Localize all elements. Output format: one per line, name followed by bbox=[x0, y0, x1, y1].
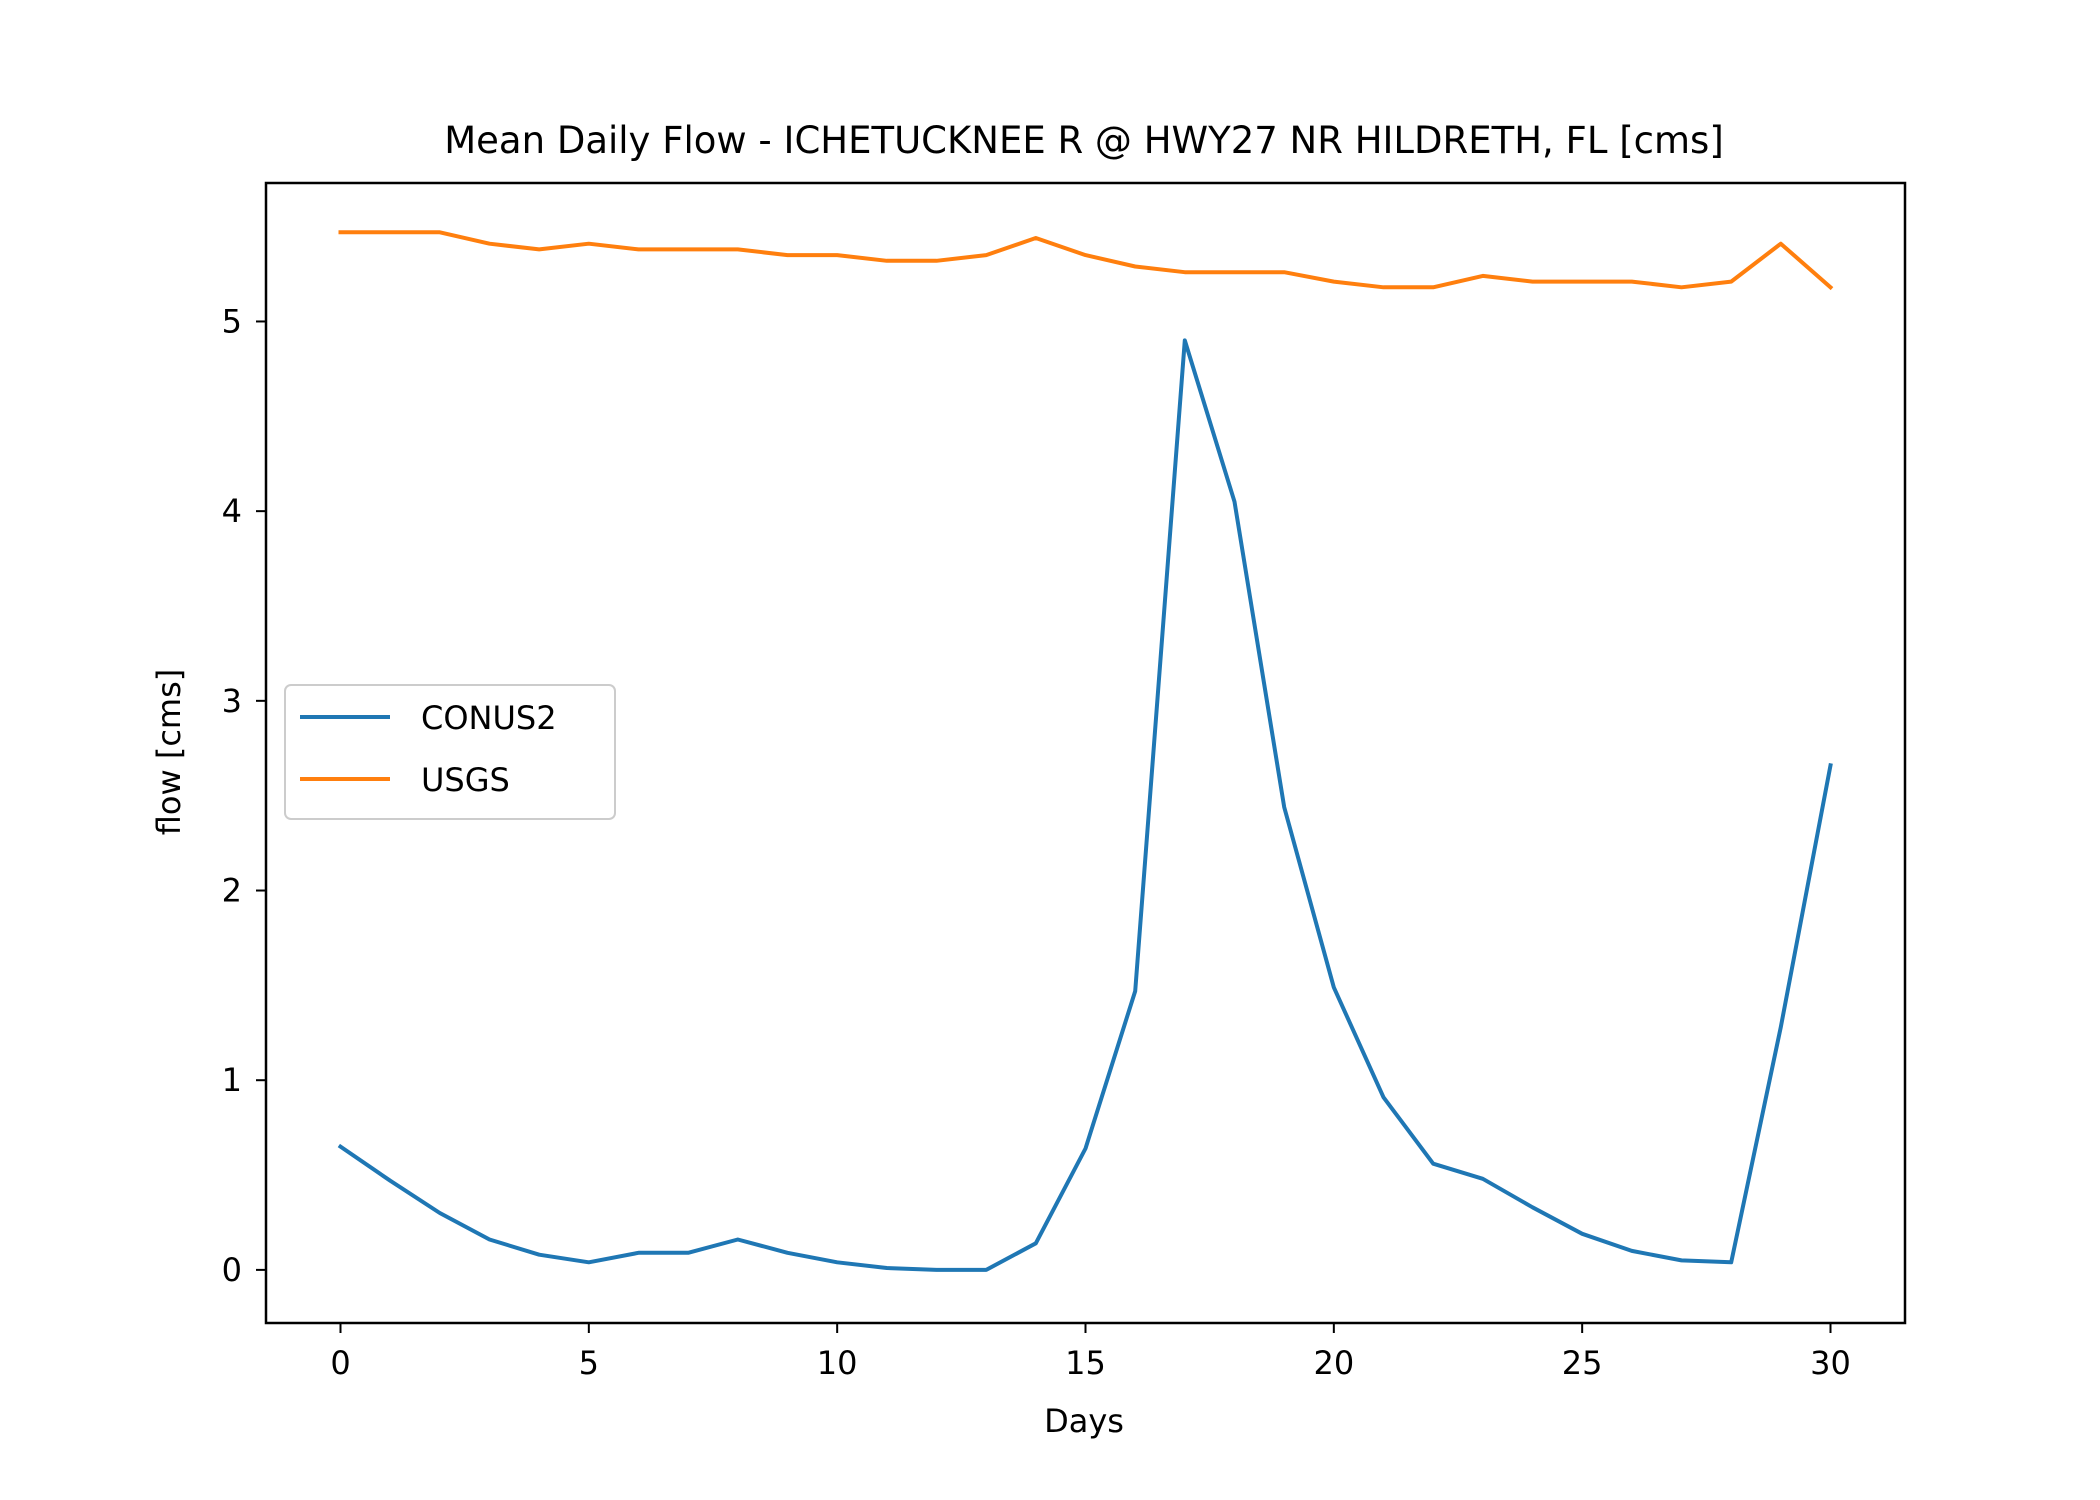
data-point-conus2 bbox=[1182, 338, 1187, 343]
data-point-conus2 bbox=[1679, 1258, 1684, 1263]
data-point-conus2 bbox=[1381, 1095, 1386, 1100]
data-point-conus2 bbox=[1828, 763, 1833, 768]
data-point-conus2 bbox=[835, 1260, 840, 1265]
x-tick-label: 5 bbox=[579, 1344, 599, 1382]
data-point-conus2 bbox=[338, 1144, 343, 1149]
y-axis-label: flow [cms] bbox=[150, 669, 188, 835]
data-point-conus2 bbox=[1580, 1231, 1585, 1236]
data-point-conus2 bbox=[636, 1250, 641, 1255]
data-point-usgs bbox=[884, 258, 889, 263]
data-point-conus2 bbox=[934, 1267, 939, 1272]
x-axis-label: Days bbox=[1044, 1402, 1124, 1440]
series-line-usgs bbox=[338, 230, 1834, 291]
data-point-usgs bbox=[735, 247, 740, 252]
data-point-usgs bbox=[1133, 264, 1138, 269]
data-point-usgs bbox=[1778, 241, 1783, 246]
data-point-conus2 bbox=[1282, 805, 1287, 810]
y-tick-label: 3 bbox=[222, 682, 242, 720]
legend-label-usgs: USGS bbox=[421, 761, 510, 799]
data-point-usgs bbox=[1530, 279, 1535, 284]
data-point-conus2 bbox=[1232, 499, 1237, 504]
data-point-conus2 bbox=[1033, 1241, 1038, 1246]
legend: CONUS2 USGS bbox=[284, 684, 616, 820]
data-point-usgs bbox=[984, 253, 989, 258]
x-tick-label: 15 bbox=[1065, 1344, 1106, 1382]
data-point-conus2 bbox=[1480, 1176, 1485, 1181]
data-point-usgs bbox=[586, 241, 591, 246]
data-point-conus2 bbox=[537, 1252, 542, 1257]
data-point-conus2 bbox=[735, 1237, 740, 1242]
y-tick-label: 5 bbox=[222, 302, 242, 340]
chart-title: Mean Daily Flow - ICHETUCKNEE R @ HWY27 … bbox=[444, 119, 1724, 162]
data-point-conus2 bbox=[1629, 1248, 1634, 1253]
data-point-conus2 bbox=[586, 1260, 591, 1265]
data-point-conus2 bbox=[1729, 1260, 1734, 1265]
data-point-usgs bbox=[785, 253, 790, 258]
data-point-usgs bbox=[1679, 285, 1684, 290]
data-point-usgs bbox=[1083, 253, 1088, 258]
data-point-conus2 bbox=[487, 1237, 492, 1242]
data-point-conus2 bbox=[437, 1211, 442, 1216]
data-point-usgs bbox=[1282, 270, 1287, 275]
x-tick-label: 0 bbox=[330, 1344, 350, 1382]
data-point-usgs bbox=[437, 230, 442, 235]
x-tick-label: 25 bbox=[1562, 1344, 1603, 1382]
y-tick-label: 4 bbox=[222, 492, 242, 530]
x-tick-label: 30 bbox=[1810, 1344, 1851, 1382]
data-point-usgs bbox=[1182, 270, 1187, 275]
data-point-usgs bbox=[1580, 279, 1585, 284]
data-point-usgs bbox=[388, 230, 393, 235]
data-point-conus2 bbox=[984, 1267, 989, 1272]
data-point-usgs bbox=[1629, 279, 1634, 284]
data-point-usgs bbox=[1480, 273, 1485, 278]
data-point-usgs bbox=[1828, 285, 1833, 290]
data-point-usgs bbox=[835, 253, 840, 258]
data-point-usgs bbox=[636, 247, 641, 252]
data-point-conus2 bbox=[785, 1250, 790, 1255]
y-tick-label: 2 bbox=[222, 872, 242, 910]
series-line-conus2 bbox=[337, 338, 1833, 1272]
data-point-usgs bbox=[934, 258, 939, 263]
x-tick-label: 10 bbox=[817, 1344, 858, 1382]
data-point-usgs bbox=[1232, 270, 1237, 275]
data-point-usgs bbox=[1331, 279, 1336, 284]
data-point-conus2 bbox=[1083, 1146, 1088, 1151]
data-point-usgs bbox=[338, 230, 343, 235]
y-tick-label: 1 bbox=[222, 1061, 242, 1099]
y-tick-label: 0 bbox=[222, 1251, 242, 1289]
x-tick-label: 20 bbox=[1313, 1344, 1354, 1382]
data-point-conus2 bbox=[884, 1266, 889, 1271]
data-point-conus2 bbox=[1133, 989, 1138, 994]
x-axis: 0 5 10 15 20 25 30 bbox=[330, 1323, 1851, 1382]
y-axis: 0 1 2 3 4 5 bbox=[222, 302, 266, 1289]
data-point-conus2 bbox=[1530, 1205, 1535, 1210]
legend-label-conus2: CONUS2 bbox=[421, 699, 557, 737]
data-point-conus2 bbox=[1331, 985, 1336, 990]
data-point-usgs bbox=[686, 247, 691, 252]
data-point-usgs bbox=[1381, 285, 1386, 290]
data-point-usgs bbox=[487, 241, 492, 246]
data-point-usgs bbox=[1431, 285, 1436, 290]
data-point-conus2 bbox=[1778, 1025, 1783, 1030]
data-point-usgs bbox=[1729, 279, 1734, 284]
plot-lines bbox=[337, 230, 1834, 1272]
data-point-conus2 bbox=[686, 1250, 691, 1255]
data-point-usgs bbox=[537, 247, 542, 252]
data-point-conus2 bbox=[1431, 1161, 1436, 1166]
data-point-usgs bbox=[1033, 236, 1038, 241]
data-point-conus2 bbox=[388, 1178, 393, 1183]
